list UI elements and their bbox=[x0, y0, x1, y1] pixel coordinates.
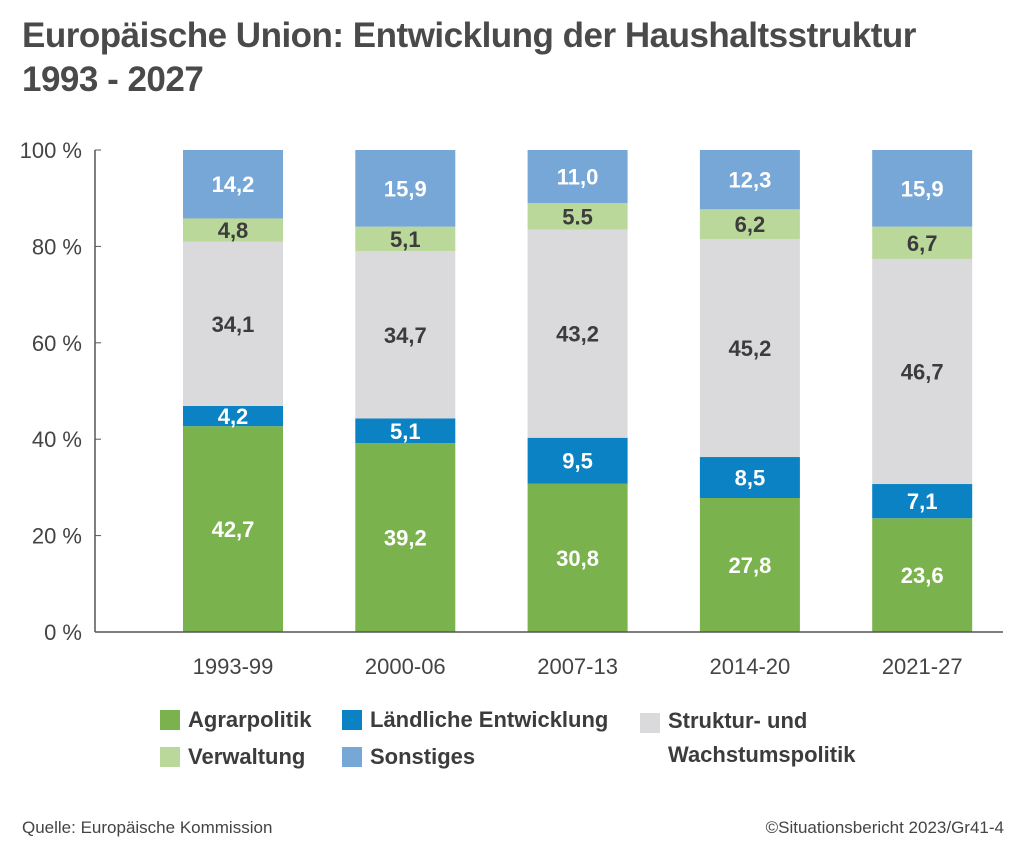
y-tick-label: 40 % bbox=[32, 427, 82, 452]
legend-item-verwaltung: Verwaltung bbox=[160, 744, 305, 770]
data-label: 4,2 bbox=[218, 404, 249, 429]
data-label: 6,2 bbox=[735, 212, 766, 237]
legend-label: Agrarpolitik bbox=[188, 707, 312, 732]
legend-swatch bbox=[160, 710, 180, 730]
bar-segment bbox=[355, 418, 456, 444]
bar-segment bbox=[699, 150, 800, 210]
y-tick-label: 60 % bbox=[32, 331, 82, 356]
legend-item-sonstiges: Sonstiges bbox=[342, 744, 475, 770]
legend-label: Sonstiges bbox=[370, 744, 476, 769]
data-label: 12,3 bbox=[728, 168, 771, 193]
legend-label: Ländliche Entwicklung bbox=[370, 707, 609, 732]
bar-segment bbox=[872, 258, 973, 485]
bar-segment bbox=[355, 226, 456, 252]
legend-item-agrarpolitik: Agrarpolitik bbox=[160, 707, 311, 733]
data-label: 7,1 bbox=[907, 489, 938, 514]
data-label: 45,2 bbox=[728, 336, 771, 361]
data-label: 34,7 bbox=[384, 323, 427, 348]
data-label: 9,5 bbox=[562, 449, 593, 474]
bar-segment bbox=[527, 150, 628, 204]
data-label: 15,9 bbox=[384, 176, 427, 201]
bar-segment bbox=[527, 203, 628, 230]
y-tick-label: 80 % bbox=[32, 234, 82, 259]
bar-segment bbox=[872, 518, 973, 632]
bar-segment bbox=[527, 229, 628, 438]
data-label: 23,6 bbox=[901, 563, 944, 588]
data-label: 5.5 bbox=[562, 204, 593, 229]
data-label: 43,2 bbox=[556, 322, 599, 347]
legend-label-line-2: Wachstumspolitik bbox=[668, 742, 856, 767]
data-label: 46,7 bbox=[901, 359, 944, 384]
data-label: 6,7 bbox=[907, 231, 938, 256]
source-note: Quelle: Europäische Kommission bbox=[22, 818, 273, 837]
x-tick-label: 1993-99 bbox=[193, 654, 274, 679]
data-label: 15,9 bbox=[901, 176, 944, 201]
bar-segment bbox=[699, 239, 800, 458]
data-label: 14,2 bbox=[212, 172, 255, 197]
bar-segment bbox=[527, 483, 628, 632]
y-tick-label: 20 % bbox=[32, 524, 82, 549]
data-label: 30,8 bbox=[556, 546, 599, 571]
bar-segment bbox=[183, 150, 283, 219]
bar-segment bbox=[355, 150, 456, 227]
x-tick-label: 2021-27 bbox=[882, 654, 963, 679]
title-line-1: Europäische Union: Entwicklung der Haush… bbox=[22, 16, 916, 55]
bar-segment bbox=[699, 498, 800, 632]
legend-label: Verwaltung bbox=[188, 744, 306, 769]
bar-segment bbox=[527, 437, 628, 484]
bar-segment bbox=[355, 443, 456, 632]
data-label: 27,8 bbox=[728, 553, 771, 578]
bar-segment bbox=[183, 426, 283, 632]
x-tick-label: 2014-20 bbox=[710, 654, 791, 679]
data-label: 4,8 bbox=[218, 218, 249, 243]
bar-segment bbox=[872, 226, 973, 259]
bar-segment bbox=[183, 405, 283, 427]
legend-label: Struktur- und Wachstumspolitik bbox=[668, 704, 855, 772]
bar-segment bbox=[699, 209, 800, 240]
title-line-2: 1993 - 2027 bbox=[22, 60, 204, 99]
y-tick-label: 0 % bbox=[44, 620, 82, 645]
bar-segment bbox=[699, 457, 800, 499]
legend-label-line-1: Struktur- und bbox=[668, 708, 808, 733]
copyright-note: ©Situationsbericht 2023/Gr41-4 bbox=[765, 818, 1004, 837]
chart-title: Europäische Union: Entwicklung der Haush… bbox=[22, 14, 916, 102]
data-label: 42,7 bbox=[212, 517, 255, 542]
legend-swatch bbox=[342, 747, 362, 767]
legend-swatch bbox=[640, 713, 660, 733]
legend-item-laendliche-entwicklung: Ländliche Entwicklung bbox=[342, 707, 608, 733]
data-label: 8,5 bbox=[735, 466, 766, 491]
bar-segment bbox=[355, 251, 456, 419]
bar-segment bbox=[872, 484, 973, 519]
data-label: 5,1 bbox=[390, 419, 421, 444]
data-label: 34,1 bbox=[212, 312, 255, 337]
legend-item-struktur: Struktur- und Wachstumspolitik bbox=[640, 708, 855, 772]
bar-segment bbox=[872, 150, 973, 227]
x-tick-label: 2000-06 bbox=[365, 654, 446, 679]
data-label: 5,1 bbox=[390, 227, 421, 252]
data-label: 39,2 bbox=[384, 526, 427, 551]
x-tick-label: 2007-13 bbox=[537, 654, 618, 679]
legend-swatch bbox=[342, 710, 362, 730]
bar-segment bbox=[183, 241, 283, 406]
bar-segment bbox=[183, 218, 283, 242]
data-label: 11,0 bbox=[557, 165, 599, 190]
y-tick-label: 100 % bbox=[20, 138, 82, 163]
legend-swatch bbox=[160, 747, 180, 767]
